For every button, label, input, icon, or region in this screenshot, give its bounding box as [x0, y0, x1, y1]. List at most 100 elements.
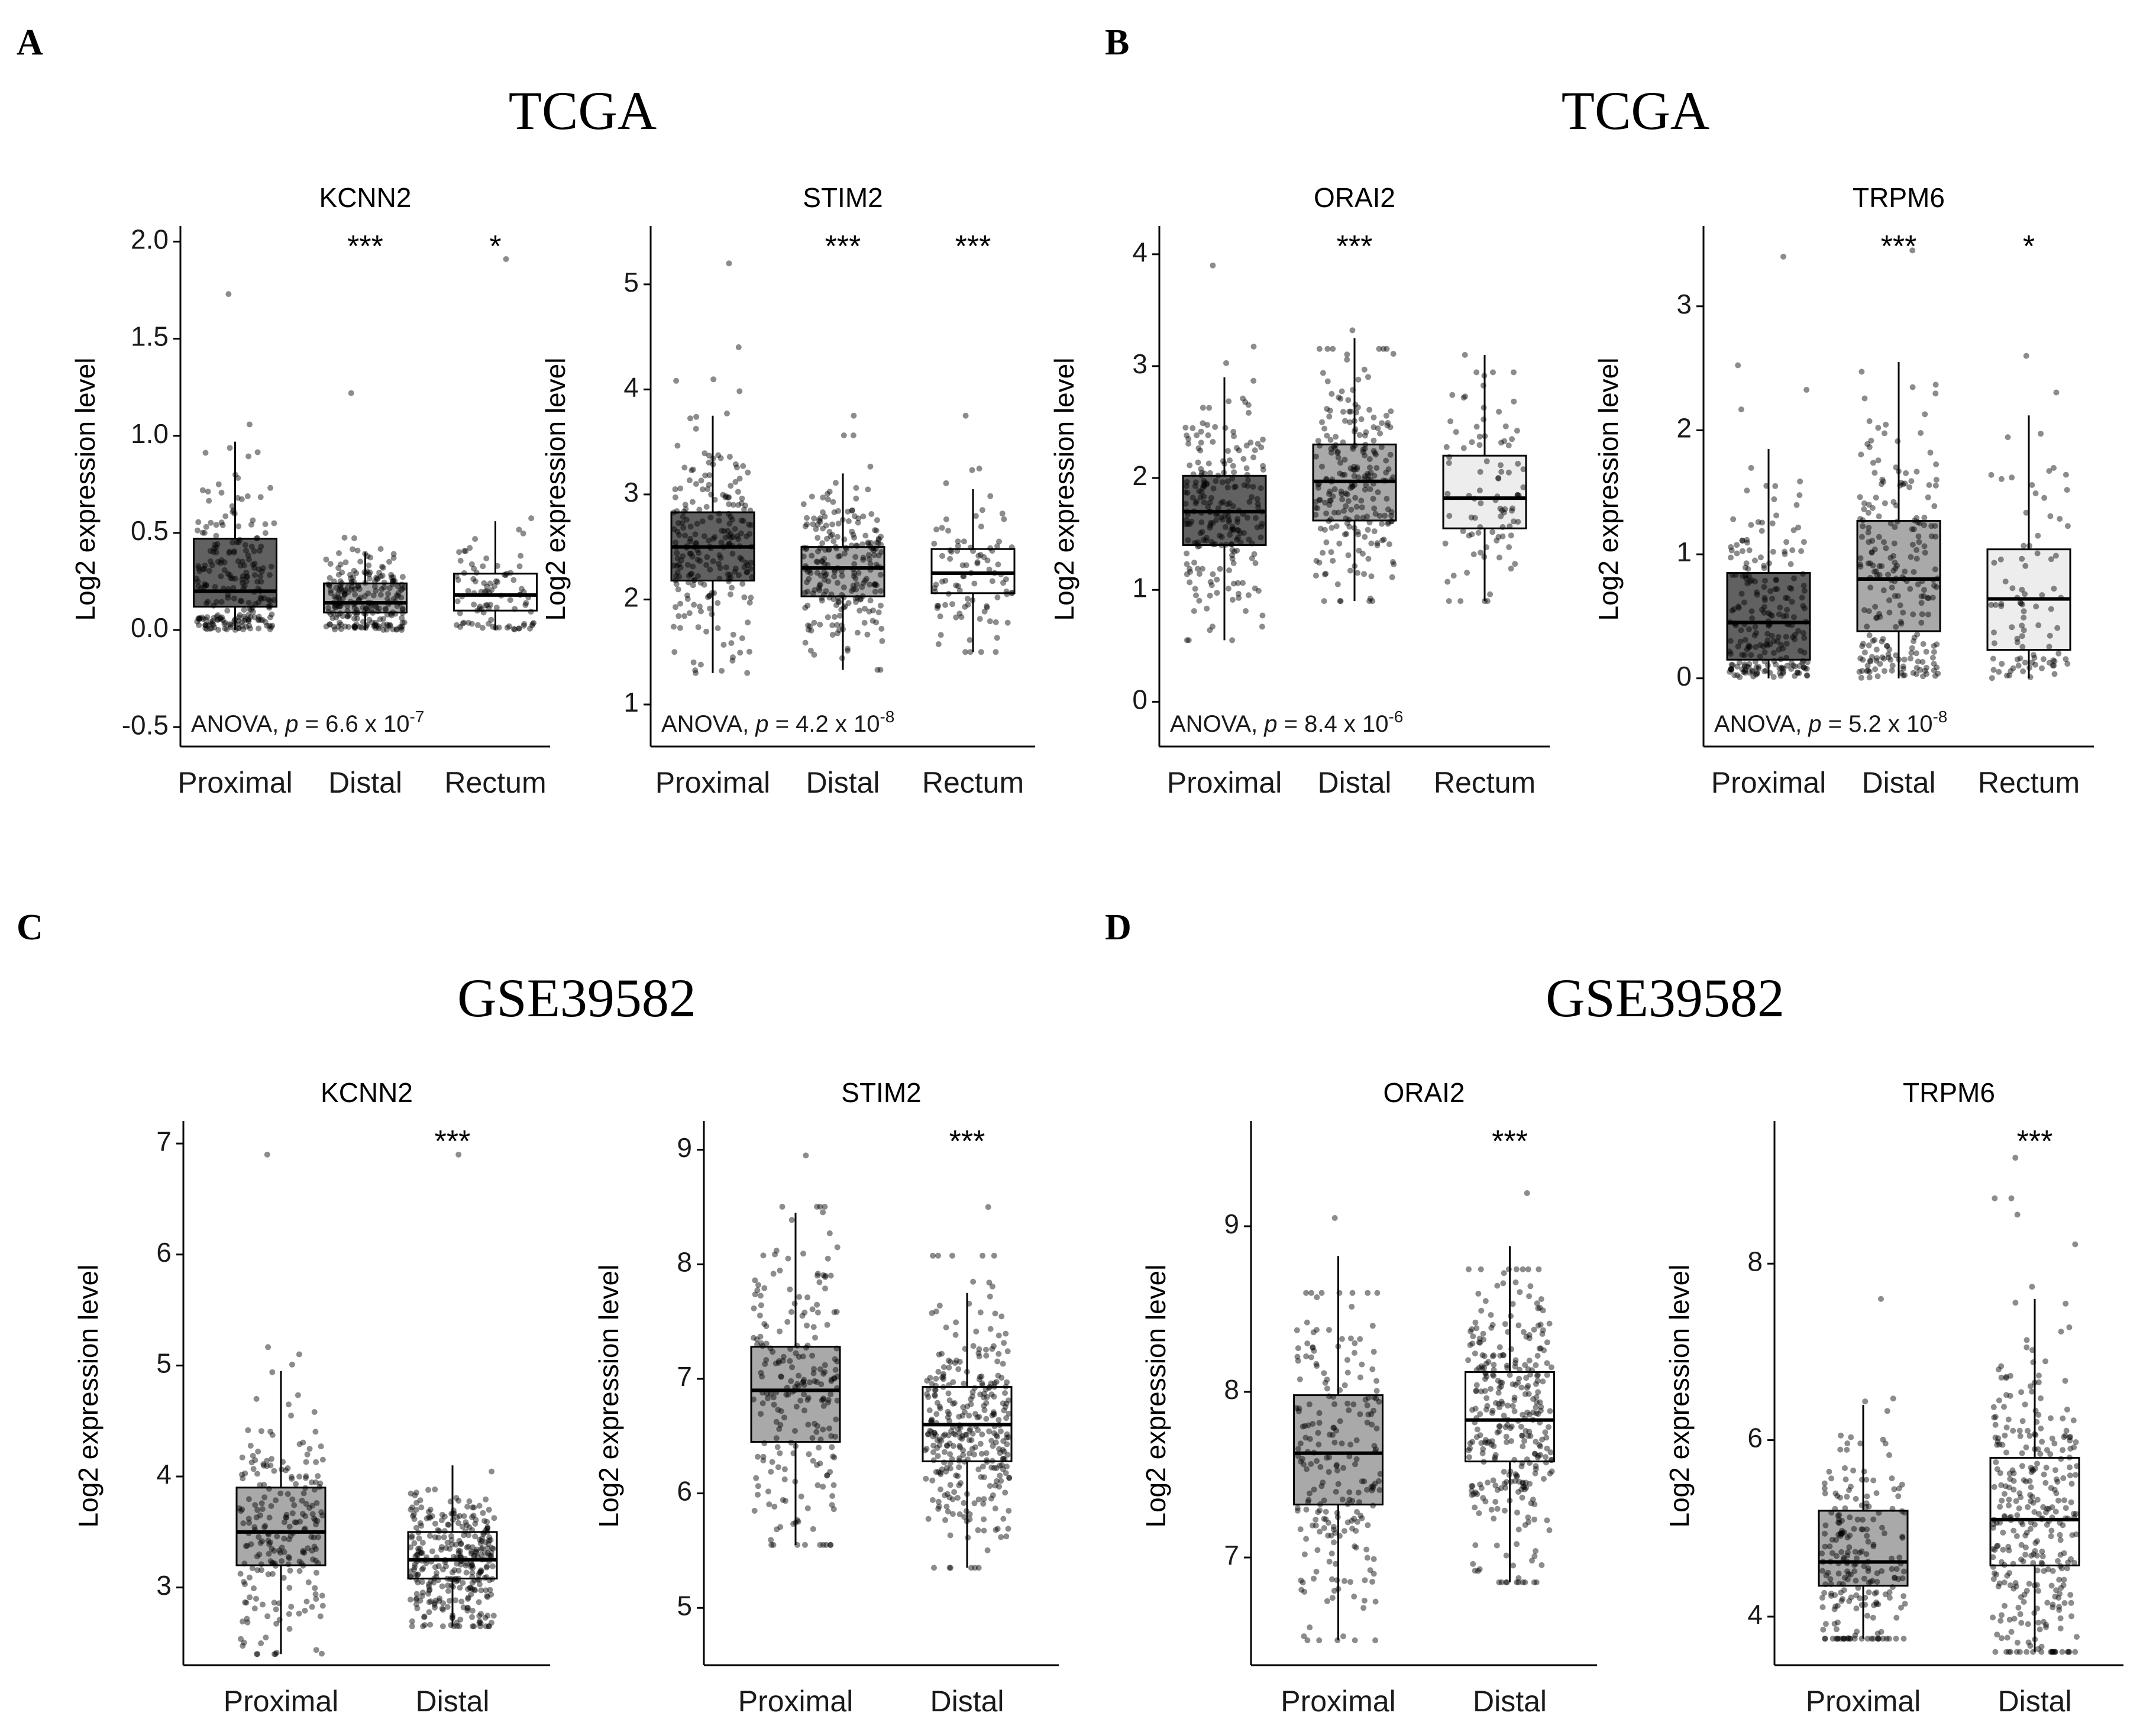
- data-point: [962, 649, 968, 655]
- data-point: [1990, 1404, 1997, 1410]
- data-point: [1480, 1446, 1486, 1452]
- data-point: [740, 463, 746, 469]
- data-point: [1002, 1390, 1008, 1396]
- data-point: [364, 621, 370, 628]
- data-point: [209, 618, 216, 624]
- data-point: [1184, 637, 1190, 644]
- y-tick-label: 5: [677, 1590, 692, 1621]
- data-point: [969, 1446, 975, 1452]
- data-point: [341, 592, 348, 598]
- data-point: [1872, 666, 1879, 673]
- data-point: [776, 1358, 782, 1364]
- data-point: [1372, 450, 1378, 456]
- data-point: [1886, 1589, 1893, 1595]
- data-point: [1512, 1382, 1519, 1388]
- data-point: [833, 545, 840, 552]
- data-point: [715, 560, 722, 567]
- data-point: [1739, 548, 1746, 554]
- data-point: [1210, 571, 1216, 577]
- data-point: [1349, 1304, 1355, 1310]
- data-point: [1886, 1636, 1892, 1642]
- data-point: [1473, 424, 1480, 430]
- data-point: [1740, 573, 1746, 579]
- data-point: [1875, 1636, 1882, 1642]
- data-point: [817, 573, 824, 579]
- data-point: [673, 604, 678, 610]
- data-point: [1780, 613, 1787, 619]
- data-point: [245, 1427, 251, 1433]
- data-point: [271, 1560, 278, 1567]
- jitter-points: [1988, 353, 2071, 681]
- data-point: [963, 1508, 969, 1514]
- data-point: [1521, 1438, 1527, 1444]
- data-point: [1467, 1445, 1473, 1452]
- data-point: [1777, 670, 1783, 676]
- data-point: [395, 593, 401, 599]
- data-point: [199, 529, 206, 536]
- data-point: [1349, 483, 1356, 490]
- data-point: [1892, 578, 1898, 584]
- data-point: [832, 613, 838, 620]
- data-point: [1880, 1436, 1886, 1443]
- iqr-box: [323, 582, 408, 613]
- data-point: [1246, 409, 1252, 416]
- data-point: [1245, 515, 1250, 521]
- box-group-proximal: [193, 291, 277, 633]
- data-point: [1446, 460, 1452, 466]
- data-point: [1727, 638, 1734, 644]
- data-point: [1328, 479, 1335, 485]
- data-point: [757, 1312, 763, 1319]
- jitter-points: [453, 256, 537, 632]
- data-point: [1900, 609, 1906, 616]
- data-point: [1869, 549, 1875, 555]
- data-point: [2032, 1431, 2038, 1437]
- box-group-proximal: [1726, 253, 1811, 680]
- data-point: [2057, 1563, 2064, 1569]
- data-point: [755, 1491, 761, 1498]
- data-point: [1727, 648, 1733, 655]
- data-point: [1995, 1439, 2001, 1445]
- data-point: [1837, 1530, 1844, 1537]
- data-point: [1836, 1517, 1843, 1523]
- data-point: [844, 648, 851, 654]
- data-point: [1846, 1487, 1852, 1494]
- data-point: [241, 583, 248, 589]
- data-point: [489, 1576, 496, 1582]
- data-point: [1344, 1357, 1350, 1363]
- data-point: [949, 1496, 956, 1502]
- data-point: [2034, 1497, 2041, 1503]
- data-point: [408, 1490, 414, 1497]
- data-point: [770, 1349, 776, 1355]
- data-point: [203, 600, 209, 607]
- data-point: [2071, 1514, 2077, 1521]
- data-point: [965, 602, 971, 608]
- data-point: [1877, 661, 1883, 667]
- data-point: [1218, 500, 1224, 506]
- data-point: [1368, 540, 1375, 547]
- data-point: [470, 1544, 476, 1550]
- data-point: [742, 502, 749, 509]
- data-point: [1846, 1544, 1853, 1550]
- data-point: [417, 1545, 424, 1552]
- data-point: [386, 558, 392, 565]
- data-point: [429, 1513, 435, 1520]
- data-point: [1471, 496, 1478, 502]
- data-point: [1184, 490, 1191, 496]
- data-point: [1754, 670, 1760, 676]
- data-point: [296, 1351, 302, 1358]
- data-point: [268, 1503, 274, 1509]
- data-point: [1385, 506, 1391, 513]
- data-point: [684, 561, 691, 568]
- data-point: [804, 589, 811, 595]
- data-point: [1390, 474, 1397, 480]
- data-point: [1546, 1320, 1553, 1327]
- data-point: [296, 1558, 303, 1565]
- data-point: [938, 1437, 945, 1444]
- data-point: [463, 1569, 470, 1576]
- data-point: [1728, 666, 1734, 673]
- data-point: [2001, 1579, 2008, 1586]
- data-point: [1339, 491, 1345, 497]
- data-point: [488, 1591, 494, 1598]
- data-point: [1902, 672, 1908, 678]
- data-point: [1475, 1568, 1481, 1574]
